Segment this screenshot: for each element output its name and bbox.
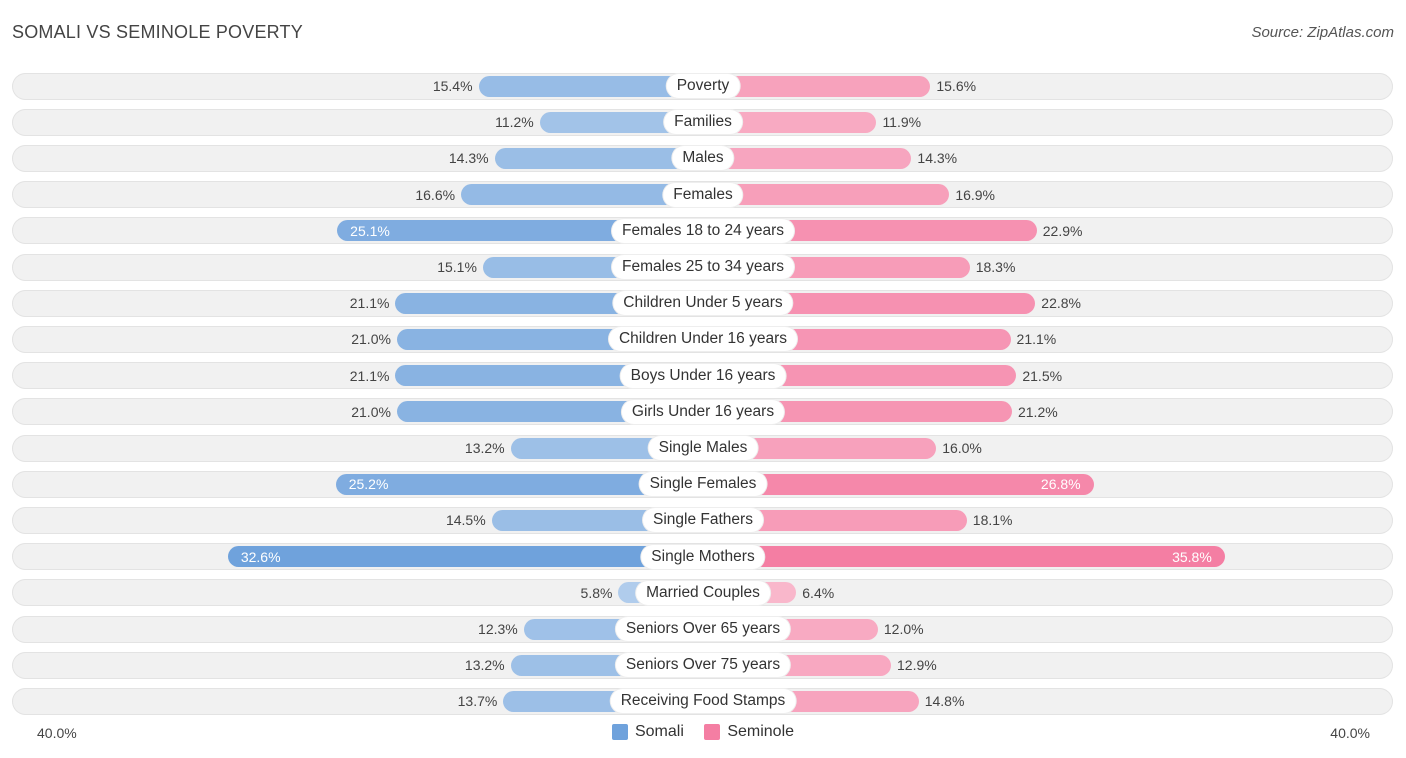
category-label-married-couples: Married Couples xyxy=(636,580,770,605)
value-somali-single-females: 25.2% xyxy=(348,476,389,493)
axis-label-right: 40.0% xyxy=(1330,725,1370,741)
value-seminole-single-mothers: 35.8% xyxy=(1172,548,1212,565)
category-label-families: Families xyxy=(664,110,742,135)
value-seminole-receiving-food-stamps: 14.8% xyxy=(924,693,965,710)
value-seminole-children-under-5-years: 22.8% xyxy=(1041,295,1081,312)
value-seminole-girls-under-16-years: 21.2% xyxy=(1017,403,1058,420)
category-label-girls-under-16-years: Girls Under 16 years xyxy=(621,399,785,424)
category-label-children-under-16-years: Children Under 16 years xyxy=(608,327,798,352)
value-somali-children-under-5-years: 21.1% xyxy=(349,295,390,312)
value-seminole-single-fathers: 18.1% xyxy=(972,512,1013,529)
value-somali-families: 11.2% xyxy=(495,114,534,131)
category-label-children-under-5-years: Children Under 5 years xyxy=(613,291,793,316)
category-label-seniors-over-65-years: Seniors Over 65 years xyxy=(615,617,791,641)
value-seminole-males: 14.3% xyxy=(917,150,958,167)
value-somali-single-males: 13.2% xyxy=(464,440,505,456)
value-seminole-seniors-over-65-years: 12.0% xyxy=(883,621,924,637)
value-seminole-females-18-to-24-years: 22.9% xyxy=(1042,222,1083,239)
value-somali-seniors-over-65-years: 12.3% xyxy=(478,621,518,637)
value-somali-males: 14.3% xyxy=(448,150,489,167)
value-seminole-females: 16.9% xyxy=(955,186,996,203)
legend-label-seminole: Seminole xyxy=(727,723,795,740)
legend-item-somali: Somali xyxy=(611,723,684,741)
value-seminole-married-couples: 6.4% xyxy=(802,584,835,601)
bar-seminole-females xyxy=(703,184,950,206)
category-label-females: Females xyxy=(663,182,743,207)
value-somali-females-18-to-24-years: 25.1% xyxy=(350,222,390,239)
bar-somali-males xyxy=(494,147,703,169)
category-label-single-fathers: Single Fathers xyxy=(643,508,763,533)
value-somali-girls-under-16-years: 21.0% xyxy=(351,403,391,420)
value-somali-single-fathers: 14.5% xyxy=(445,512,486,529)
bar-somali-families xyxy=(539,111,703,133)
bar-seminole-single-fathers xyxy=(703,509,967,531)
chart-title: SOMALI VS SEMINOLE POVERTY xyxy=(12,22,303,42)
bar-seminole-males xyxy=(703,147,912,169)
bar-seminole-poverty xyxy=(703,75,931,97)
value-somali-boys-under-16-years: 21.1% xyxy=(349,367,390,384)
bar-seminole-single-males xyxy=(703,437,937,459)
value-somali-females: 16.6% xyxy=(415,186,456,203)
category-label-seniors-over-75-years: Seniors Over 75 years xyxy=(615,653,791,678)
value-somali-seniors-over-75-years: 13.2% xyxy=(464,657,505,674)
bar-somali-females-18-to-24-years xyxy=(337,220,703,242)
category-label-poverty: Poverty xyxy=(666,74,740,98)
bar-somali-single-females xyxy=(335,473,703,495)
value-somali-receiving-food-stamps: 13.7% xyxy=(457,693,498,710)
value-somali-married-couples: 5.8% xyxy=(580,584,613,601)
category-label-boys-under-16-years: Boys Under 16 years xyxy=(620,363,786,388)
value-seminole-seniors-over-75-years: 12.9% xyxy=(897,657,937,674)
value-seminole-poverty: 15.6% xyxy=(936,78,977,94)
category-label-females-25-to-34-years: Females 25 to 34 years xyxy=(612,255,794,279)
legend-swatch-somali xyxy=(611,724,628,740)
category-label-females-18-to-24-years: Females 18 to 24 years xyxy=(612,218,794,243)
value-seminole-single-males: 16.0% xyxy=(942,440,982,456)
value-seminole-families: 11.9% xyxy=(882,114,922,131)
bar-somali-single-mothers xyxy=(227,546,703,568)
legend: Somali Seminole xyxy=(0,723,1406,745)
value-seminole-single-females: 26.8% xyxy=(1040,476,1081,493)
value-somali-females-25-to-34-years: 15.1% xyxy=(437,259,477,275)
legend-swatch-seminole xyxy=(704,724,721,740)
bar-seminole-single-females xyxy=(703,473,1094,495)
category-label-single-males: Single Males xyxy=(648,436,758,460)
value-somali-single-mothers: 32.6% xyxy=(240,548,281,565)
category-label-single-mothers: Single Mothers xyxy=(641,544,765,569)
bar-somali-poverty xyxy=(478,75,703,97)
bar-seminole-families xyxy=(703,111,877,133)
value-seminole-females-25-to-34-years: 18.3% xyxy=(975,259,1016,275)
value-somali-children-under-16-years: 21.0% xyxy=(351,331,391,348)
category-label-single-females: Single Females xyxy=(639,472,767,497)
value-somali-poverty: 15.4% xyxy=(432,78,473,94)
category-label-receiving-food-stamps: Receiving Food Stamps xyxy=(610,689,796,714)
legend-item-seminole: Seminole xyxy=(704,723,794,741)
value-seminole-boys-under-16-years: 21.5% xyxy=(1022,367,1063,384)
legend-label-somali: Somali xyxy=(634,723,684,740)
axis-label-left: 40.0% xyxy=(37,725,77,741)
value-seminole-children-under-16-years: 21.1% xyxy=(1016,331,1057,348)
bar-seminole-single-mothers xyxy=(703,546,1225,568)
bar-somali-females xyxy=(461,184,703,206)
category-label-males: Males xyxy=(672,146,734,171)
source-note: Source: ZipAtlas.com xyxy=(1251,24,1394,41)
